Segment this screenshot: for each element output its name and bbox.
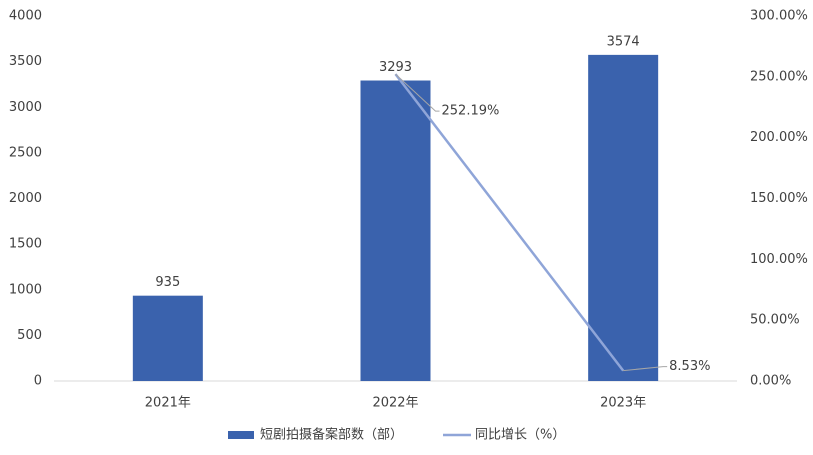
y2-tick-label: 300.00% [750,9,808,24]
y-tick-label: 4000 [9,9,42,24]
y2-tick-label: 50.00% [750,313,800,328]
y-tick-label: 3500 [9,54,42,69]
bar [588,54,659,382]
line-value-label: 8.53% [669,359,710,374]
y-tick-label: 1500 [9,237,42,252]
y2-tick-label: 200.00% [750,130,808,145]
y-tick-label: 2500 [9,145,42,160]
legend-label: 同比增长（%） [475,428,565,443]
bar [360,80,431,382]
legend-swatch [228,431,254,439]
y-tick-label: 500 [17,328,42,343]
y-tick-label: 1000 [9,282,42,297]
y2-tick-label: 150.00% [750,191,808,206]
label-leader [623,366,668,372]
bar-value-label: 3293 [379,60,412,75]
y2-tick-label: 100.00% [750,252,808,267]
bar-value-label: 935 [155,275,180,290]
y2-tick-label: 250.00% [750,69,808,84]
line [394,73,625,372]
legend-label: 短剧拍摄备案部数（部） [260,427,403,443]
bar-value-label: 3574 [607,34,640,49]
y-tick-label: 2000 [9,191,42,206]
x-tick-label: 2022年 [372,396,418,411]
x-tick-label: 2023年 [600,396,646,411]
y2-tick-label: 0.00% [750,374,791,389]
label-leader [395,73,440,112]
bar [132,295,203,381]
line-value-label: 252.19% [442,104,500,119]
y-tick-label: 0 [34,374,42,389]
y-tick-label: 3000 [9,100,42,115]
x-tick-label: 2021年 [145,396,191,411]
